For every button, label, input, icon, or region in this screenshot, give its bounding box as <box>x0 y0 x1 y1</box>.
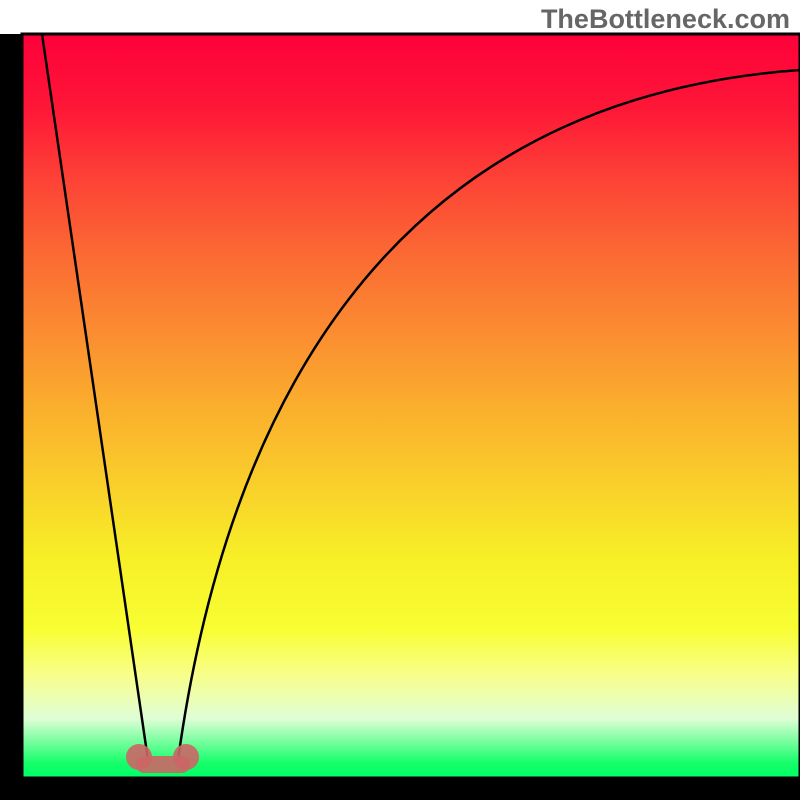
watermark-text: TheBottleneck.com <box>541 4 790 34</box>
bottleneck-chart: TheBottleneck.com <box>0 0 800 800</box>
chart-container: TheBottleneck.com <box>0 0 800 800</box>
plot-background <box>22 34 800 778</box>
